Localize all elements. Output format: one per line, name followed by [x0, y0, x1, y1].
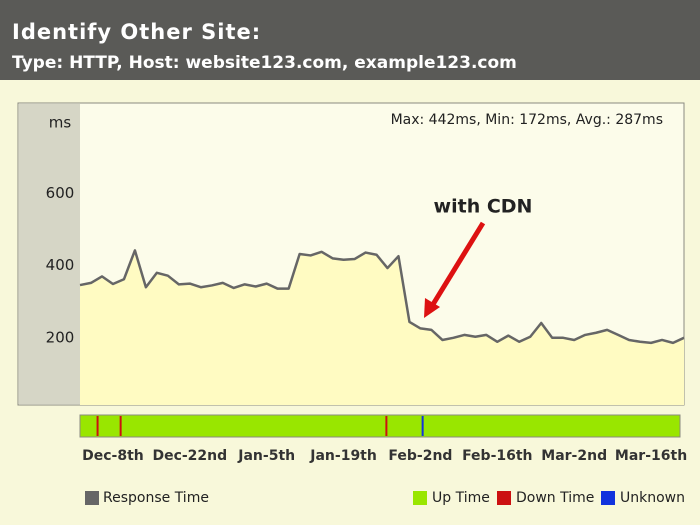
x-tick-label: Feb-16th — [462, 448, 532, 464]
annotation-arrowhead — [424, 298, 440, 318]
legend-swatch — [413, 491, 427, 505]
legend-label: Response Time — [103, 490, 209, 506]
y-tick-label: 200 — [46, 328, 75, 346]
annotation-arrow — [429, 221, 486, 308]
x-tick-label: Feb-2nd — [388, 448, 452, 464]
x-tick-label: Jan-5th — [237, 448, 295, 464]
y-tick-label: 400 — [46, 256, 75, 274]
subtitle: Type: HTTP, Host: website123.com, exampl… — [12, 53, 517, 73]
y-tick-label: 600 — [46, 184, 75, 202]
y-axis-label: ms — [49, 114, 72, 132]
response-line — [79, 249, 685, 345]
x-tick-label: Mar-2nd — [541, 448, 607, 464]
legend-label: Unknown — [620, 490, 685, 506]
title: Identify Other Site: — [12, 20, 261, 44]
axis-strip — [19, 104, 80, 404]
x-tick-label: Dec-8th — [82, 448, 144, 464]
legend-swatch — [601, 491, 615, 505]
legend-label: Up Time — [432, 490, 490, 506]
legend-swatch — [497, 491, 511, 505]
area-fill — [80, 250, 684, 405]
plot — [79, 249, 685, 405]
summary: Max: 442ms, Min: 172ms, Avg.: 287ms — [391, 112, 663, 128]
annotation: with CDN — [434, 196, 533, 218]
x-tick-label: Dec-22nd — [152, 448, 227, 464]
x-tick-label: Jan-19th — [309, 448, 377, 464]
legend-label: Down Time — [516, 490, 594, 506]
header-band — [0, 0, 700, 80]
x-tick-label: Mar-16th — [615, 448, 687, 464]
uptime-bar — [79, 414, 681, 438]
legend-swatch — [85, 491, 99, 505]
